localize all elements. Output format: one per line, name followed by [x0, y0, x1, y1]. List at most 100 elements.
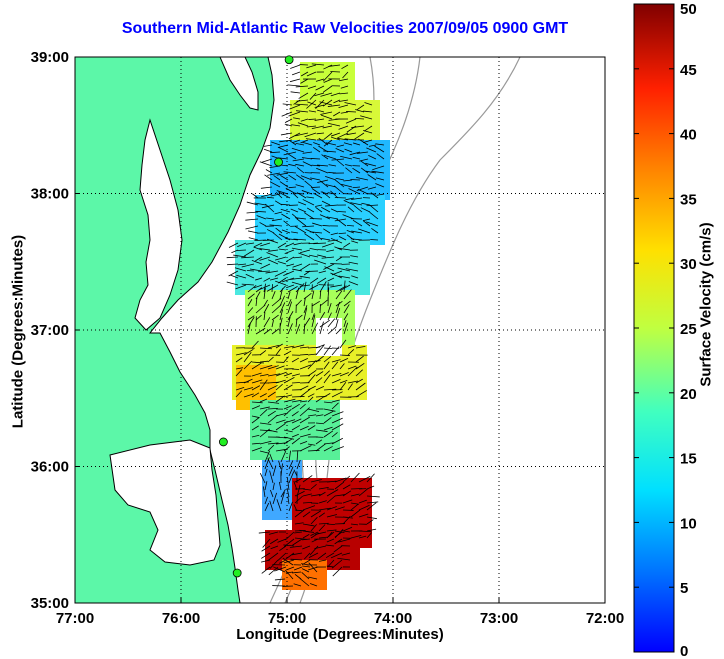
velocity-vector	[328, 164, 337, 167]
velocity-vector	[260, 242, 271, 247]
velocity-vector	[245, 273, 255, 279]
velocity-vector	[296, 110, 309, 113]
velocity-vector	[289, 140, 297, 146]
velocity-vector	[327, 318, 336, 328]
velocity-vector	[364, 102, 373, 106]
velocity-vector	[294, 573, 302, 580]
velocity-vector	[266, 196, 275, 199]
velocity-vector	[311, 313, 315, 321]
velocity-field	[232, 62, 390, 590]
velocity-vector	[271, 319, 274, 328]
velocity-vector	[285, 569, 294, 580]
velocity-vector	[315, 396, 325, 403]
velocity-vector	[326, 565, 335, 568]
velocity-vector	[356, 176, 369, 181]
radar-station-marker	[284, 55, 294, 65]
lat-tick-label: 37:00	[31, 322, 69, 339]
velocity-vector	[366, 501, 379, 504]
velocity-vector	[311, 63, 325, 66]
velocity-vector	[307, 443, 316, 446]
velocity-vector	[348, 281, 359, 286]
velocity-vector	[294, 509, 305, 518]
velocity-vector	[311, 314, 316, 328]
velocity-vector	[336, 159, 345, 167]
velocity-vector	[283, 544, 295, 547]
velocity-vector	[300, 175, 313, 181]
velocity-vector	[318, 270, 327, 274]
velocity-vector	[307, 360, 321, 363]
velocity-vector	[279, 181, 289, 188]
velocity-vector	[315, 206, 323, 213]
velocity-vector	[330, 92, 341, 97]
velocity-vector	[286, 263, 295, 267]
velocity-vector	[227, 263, 239, 266]
velocity-vector	[264, 457, 270, 470]
velocity-vector	[299, 403, 306, 410]
velocity-vector	[287, 286, 298, 293]
velocity-vector	[325, 184, 337, 188]
velocity-vector	[315, 377, 323, 384]
velocity-vector	[301, 571, 310, 580]
velocity-vector	[307, 374, 316, 384]
velocity-vector	[319, 101, 333, 106]
velocity-vector	[291, 368, 300, 370]
velocity-vector	[319, 321, 324, 335]
velocity-vector	[302, 505, 316, 511]
velocity-vector	[347, 345, 357, 349]
velocity-vector	[245, 242, 255, 245]
velocity-vector	[289, 104, 301, 110]
velocity-vector	[333, 545, 343, 553]
velocity-vector	[259, 350, 267, 356]
velocity-vector	[331, 423, 344, 431]
velocity-vector	[251, 260, 263, 265]
velocity-vector	[310, 177, 321, 181]
velocity-vector	[343, 179, 353, 182]
velocity-vector	[274, 566, 287, 572]
velocity-vector	[251, 442, 261, 445]
velocity-vector	[287, 291, 291, 300]
velocity-vector	[267, 373, 281, 377]
velocity-vector	[251, 361, 264, 364]
velocity-vector	[345, 197, 355, 201]
velocity-vector	[304, 132, 317, 138]
velocity-vector	[331, 359, 341, 363]
velocity-vector	[335, 307, 341, 321]
velocity-vector	[283, 405, 292, 410]
velocity-vector	[247, 315, 255, 321]
velocity-vector	[267, 401, 280, 404]
velocity-vector	[310, 484, 317, 490]
velocity-vector	[278, 146, 289, 153]
velocity-vector	[369, 211, 379, 220]
velocity-vector	[285, 531, 295, 541]
velocity-vector	[342, 526, 353, 532]
velocity-vector	[267, 172, 281, 176]
velocity-vector	[337, 247, 351, 251]
velocity-vector	[303, 552, 311, 560]
velocity-vector	[286, 566, 295, 571]
velocity-vector	[314, 104, 325, 108]
velocity-vector	[291, 281, 303, 286]
velocity-vector	[313, 192, 323, 199]
velocity-vector	[275, 348, 282, 356]
velocity-vector	[338, 275, 351, 279]
velocity-vector	[347, 206, 355, 213]
velocity-vector	[331, 132, 341, 137]
velocity-vector	[302, 534, 310, 539]
velocity-vector	[358, 530, 372, 533]
velocity-vector	[302, 141, 313, 146]
velocity-vector	[342, 475, 351, 483]
velocity-vector	[253, 242, 263, 248]
velocity-vector	[312, 146, 321, 153]
velocity-vector	[308, 552, 319, 558]
velocity-vector	[287, 299, 292, 307]
velocity-vector	[276, 499, 282, 512]
velocity-vector	[282, 103, 293, 106]
velocity-vector	[274, 256, 287, 261]
velocity-vector	[299, 388, 311, 398]
colorbar-tick-label: 50	[680, 1, 697, 18]
velocity-vector	[303, 307, 308, 321]
velocity-vector	[338, 125, 349, 130]
velocity-vector	[326, 514, 338, 518]
velocity-vector	[315, 355, 324, 363]
velocity-vector	[350, 472, 360, 483]
